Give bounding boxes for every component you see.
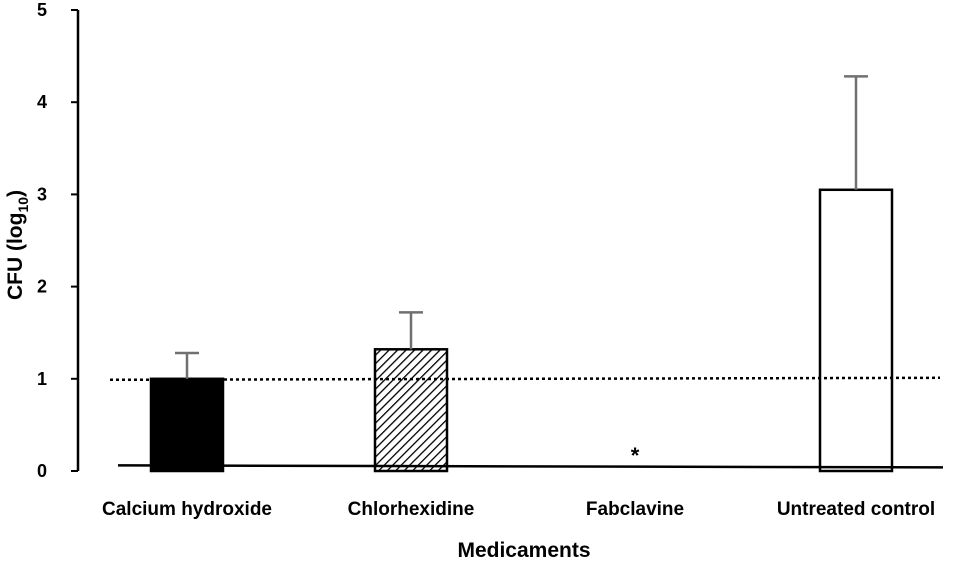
y-tick-label: 1 [37, 369, 47, 389]
bar-chlorhexidine [373, 348, 449, 473]
y-tick-label: 4 [37, 92, 47, 112]
y-axis-title-subscript: 10 [15, 197, 31, 213]
y-tick-label: 0 [37, 461, 47, 481]
plot-area: 0 1 2 3 4 5 * Calcium hydroxide Chlorhexidine Fab… [37, 0, 944, 520]
y-tick-label: 3 [37, 184, 47, 204]
x-tick-label: Calcium hydroxide [102, 499, 272, 520]
y-tick-label: 5 [37, 0, 47, 20]
y-axis-title-main: CFU (log [4, 213, 27, 300]
bar-calcium-hydroxide [149, 377, 225, 473]
x-axis-title: Medicaments [457, 539, 590, 562]
y-tick-label: 2 [37, 277, 47, 297]
significance-asterisk: * [631, 443, 640, 468]
y-axis-title: CFU (log10) [4, 190, 31, 300]
x-tick-label: Untreated control [777, 499, 935, 520]
x-tick-label: Fabclavine [586, 499, 684, 520]
y-axis-title-close: ) [4, 190, 27, 197]
bar-untreated-control [818, 188, 894, 473]
baseline-line [117, 464, 944, 469]
x-tick-label: Chlorhexidine [348, 499, 475, 520]
reference-line-dotted [109, 376, 941, 382]
